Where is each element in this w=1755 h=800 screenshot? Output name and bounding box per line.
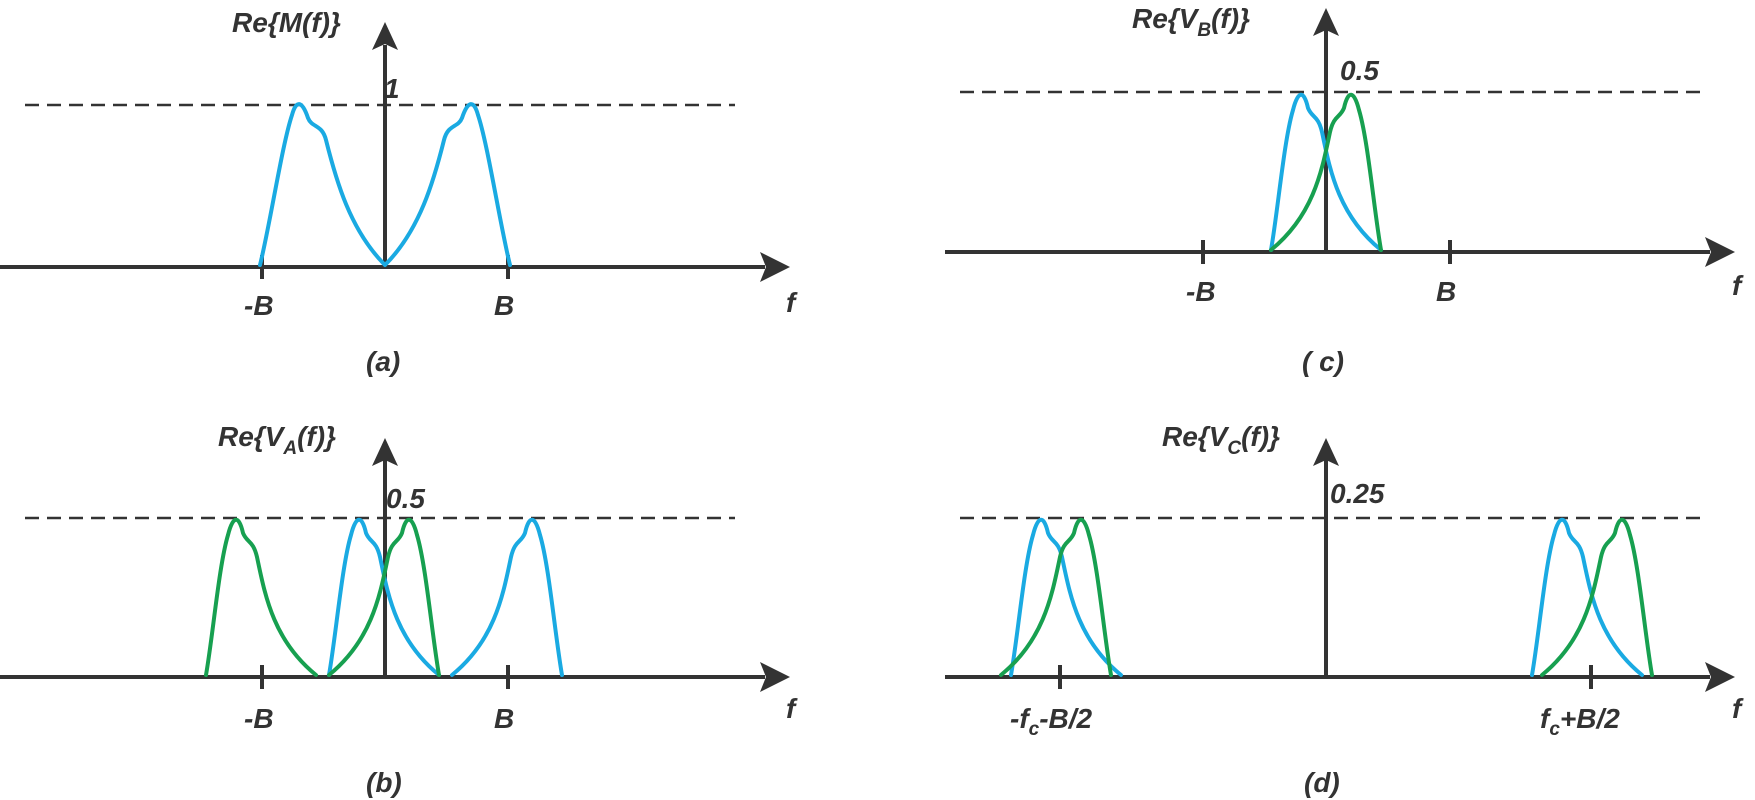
tick-label-b: B (1436, 276, 1456, 307)
panel-c: Re{VB(f)} 0.5 -B B f ( c) (945, 3, 1744, 377)
y-axis-label: Re{VB(f)} (1132, 3, 1250, 41)
spectrum-curve-left (258, 102, 387, 267)
panel-a: Re{M(f)} 1 -B B f (a) (0, 7, 798, 377)
x-axis-label: f (1732, 693, 1744, 724)
x-axis-arrow-icon (1705, 237, 1735, 267)
x-axis-label: f (786, 693, 798, 724)
spectrum-curve-blue-right (450, 517, 564, 677)
tick-label-b: B (494, 703, 514, 734)
x-axis-label: f (786, 287, 798, 318)
tick-label-minus-b: -B (244, 703, 274, 734)
x-axis-label: f (1732, 270, 1744, 301)
panel-d: Re{VC(f)} 0.25 -fc-B/2 fc+B/2 f (d) (945, 421, 1744, 798)
y-axis-label: Re{M(f)} (232, 7, 341, 38)
x-axis-arrow-icon (760, 662, 790, 692)
level-label: 0.5 (386, 483, 425, 514)
caption: ( c) (1302, 346, 1344, 377)
y-axis-arrow-icon (372, 22, 398, 50)
spectrum-curve-green-left (204, 517, 318, 677)
level-label: 0.5 (1340, 55, 1379, 86)
tick-label-b: B (494, 290, 514, 321)
level-label: 0.25 (1330, 478, 1385, 509)
spectrum-curve-right (383, 102, 512, 267)
tick-label-fc-b2: fc+B/2 (1540, 703, 1620, 740)
x-axis-arrow-icon (760, 252, 790, 282)
y-axis-arrow-icon (1313, 438, 1339, 466)
y-axis-label: Re{VC(f)} (1162, 421, 1280, 459)
panel-b: Re{VA(f)} 0.5 -B B f (b) (0, 421, 798, 798)
spectrum-curve-blue-right (1530, 517, 1644, 677)
level-label: 1 (384, 73, 400, 104)
tick-label-minus-fc-b2: -fc-B/2 (1010, 703, 1093, 740)
caption: (a) (366, 346, 400, 377)
spectrum-curve-green-right (1540, 517, 1654, 677)
y-axis-arrow-icon (372, 438, 398, 466)
tick-label-minus-b: -B (244, 290, 274, 321)
tick-label-minus-b: -B (1186, 276, 1216, 307)
y-axis-label: Re{VA(f)} (218, 421, 336, 459)
x-axis-arrow-icon (1705, 662, 1735, 692)
y-axis-arrow-icon (1313, 8, 1339, 36)
caption: (b) (366, 767, 402, 798)
caption: (d) (1304, 767, 1340, 798)
